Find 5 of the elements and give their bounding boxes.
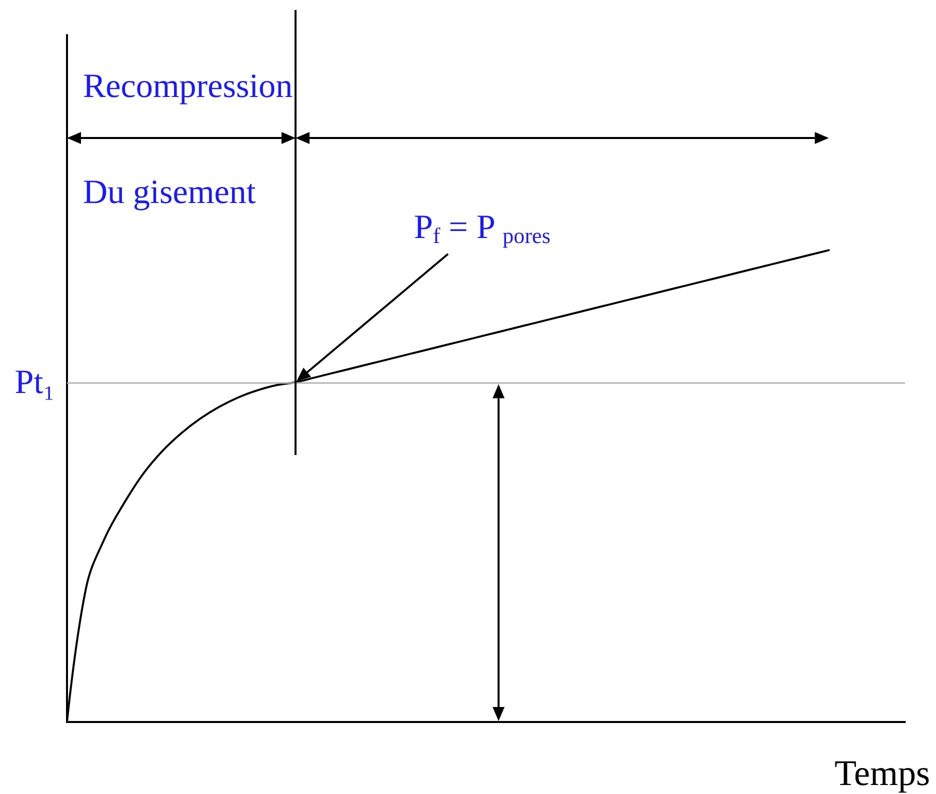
x-axis-title: Temps bbox=[834, 753, 930, 793]
text: P$_{f}$ = P $_{pores}$ bbox=[414, 209, 550, 248]
text: Du gisement bbox=[83, 174, 256, 211]
ref-line-label: Pt₁ bbox=[14, 364, 55, 401]
text: Recompression bbox=[83, 68, 293, 105]
